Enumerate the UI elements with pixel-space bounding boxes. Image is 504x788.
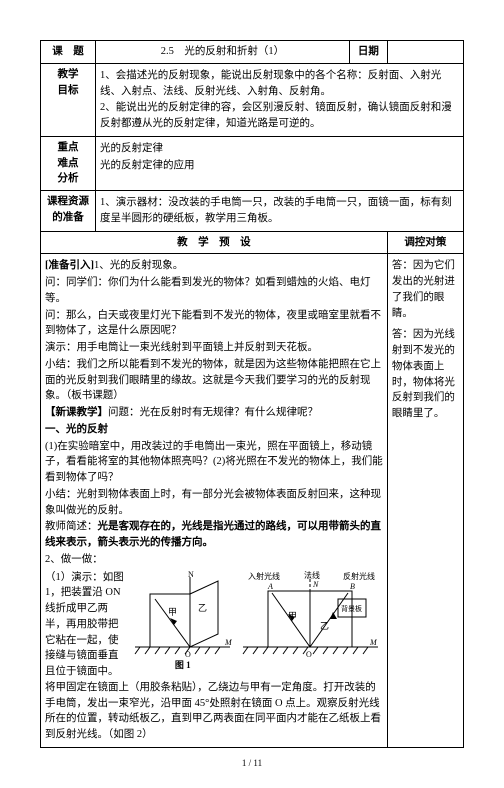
figure-2-svg: 入射光线 法线 反射光线 A N B 甲 乙 背景板 O M [238,569,383,659]
summary-1: 小结：我们之所以能看到不发光的物体，就是因为这些物体能把照在它上面的光反射到我们… [45,357,383,404]
teacher-note: 教师简述： [45,521,98,532]
page-footer: 1 / 11 [40,758,464,768]
do-it: 2、做一做： [45,552,383,568]
fig2-incident: 入射光线 [248,571,280,581]
document-table: 课 题 2.5 光的反射和折射（1） 日期 教学 目标 1、会描述光的反射现象，… [40,40,464,748]
intro-title: 1、光的反射现象。 [94,260,183,271]
focus-line-1: 光的反射定律 [100,141,459,157]
goal-item-1: 1、会描述光的反射现象，能说出反射现象中的各个名称：反射面、入射光线、入射点、法… [100,68,459,100]
new-label: 【新课教学】 [45,407,108,418]
experiment-1: (1)在实验暗室中，用改装过的手电筒出一束光，照在平面镜上，移动镜子，看看能将室… [45,439,383,486]
goals-row: 教学 目标 1、会描述光的反射现象，能说出反射现象中的各个名称：反射面、入射光线… [41,63,464,136]
focus-label: 重点 难点 分析 [41,136,96,190]
demo-line: 演示：用手电筒让一束光线射到平面镜上并反射到天花板。 [45,340,383,356]
goals-content: 1、会描述光的反射现象，能说出反射现象中的各个名称：反射面、入射光线、入射点、法… [95,63,463,136]
answer-1: 答：因为它们发出的光射进了我们的眼睛。 [392,258,459,321]
new-question: 问题：光在反射时有无规律？有什么规律呢？ [108,407,318,418]
teaching-preset-label: 教 学 预 设 [41,231,388,254]
figures-wrap: N 甲 乙 O M 图 1 [130,569,383,673]
topic-label: 课 题 [41,41,96,64]
fig2-B: B [350,582,355,591]
goals-label: 教学 目标 [41,63,96,136]
fig1-jia: 甲 [168,607,177,617]
figure-1-svg: N 甲 乙 O M [130,569,235,659]
figure-area: N 甲 乙 O M 图 1 [45,569,383,744]
fig2-normal: 法线 [304,570,320,580]
date-value [387,41,463,64]
body-row: [准备引入]1、光的反射现象。 问：同学们：你们为什么能看到发光的物体？如看到蜡… [41,254,464,748]
focus-row: 重点 难点 分析 光的反射定律 光的反射定律的应用 [41,136,464,190]
page: 课 题 2.5 光的反射和折射（1） 日期 教学 目标 1、会描述光的反射现象，… [0,0,504,788]
fig2-bg: 背景板 [341,604,362,613]
fig2-M: M [369,638,378,647]
resources-label: 课程资源 的准备 [41,191,96,232]
new-line: 【新课教学】问题：光在反射时有无规律？有什么规律呢？ [45,405,383,421]
fig2-N: N [312,580,319,589]
question-1: 问：同学们：你们为什么能看到发光的物体？如看到蜡烛的火焰、电灯等。 [45,275,383,307]
resources-content: 1、演示器材：没改装的手电筒一只，改装的手电筒一只，面镜一面，标有刻度呈半圆形的… [95,191,463,232]
question-2: 问：那么，白天或夜里灯光下能看到不发光的物体，夜里或暗室里就看不到物体了，这是什… [45,308,383,340]
date-label: 日期 [349,41,387,64]
figure-1: N 甲 乙 O M 图 1 [130,569,235,673]
control-label: 调控对策 [387,231,463,254]
teaching-header-row: 教 学 预 设 调控对策 [41,231,464,254]
answer-2: 答：因为光线射到不发光的物体表面上时，物体将光反射到我们的眼睛里了。 [392,327,459,422]
fig2-A: A [267,582,273,591]
summary-2: 小结：光射到物体表面上时，有一部分光会被物体表面反射回来，这种现象叫做光的反射。 [45,487,383,519]
intro-label: [准备引入] [45,260,94,271]
fig1-yi: 乙 [198,603,207,613]
fig1-label: 图 1 [130,659,235,673]
header-row: 课 题 2.5 光的反射和折射（1） 日期 [41,41,464,64]
fig2-O: O [306,650,312,659]
fig1-M: M [224,638,233,647]
topic-value: 2.5 光的反射和折射（1） [95,41,349,64]
goal-item-2: 2、能说出光的反射定律的容，会区别漫反射、镜面反射，确认镜面反射和漫反射都遵从光… [100,100,459,132]
fig1-O: O [185,650,191,659]
main-content: [准备引入]1、光的反射现象。 问：同学们：你们为什么能看到发光的物体？如看到蜡… [41,254,388,748]
intro-line: [准备引入]1、光的反射现象。 [45,258,383,274]
teacher-line: 教师简述：光是客观存在的，光线是指光通过的路线，可以用带箭头的直线来表示，箭头表… [45,519,383,551]
figure-2: 入射光线 法线 反射光线 A N B 甲 乙 背景板 O M [238,569,383,659]
section1-title: 一、光的反射 [45,422,383,438]
fig1-N: N [188,570,194,579]
fig2-yi: 乙 [320,621,329,631]
right-column: 答：因为它们发出的光射进了我们的眼睛。 答：因为光线射到不发光的物体表面上时，物… [387,254,463,748]
resources-row: 课程资源 的准备 1、演示器材：没改装的手电筒一只，改装的手电筒一只，面镜一面，… [41,191,464,232]
focus-content: 光的反射定律 光的反射定律的应用 [95,136,463,190]
fig2-jia: 甲 [288,611,297,621]
resource-line-1: 1、演示器材：没改装的手电筒一只，改装的手电筒一只，面镜一面，标有刻度呈半圆形的… [100,195,459,227]
fig2-reflect: 反射光线 [343,571,375,581]
focus-line-2: 光的反射定律的应用 [100,158,459,174]
